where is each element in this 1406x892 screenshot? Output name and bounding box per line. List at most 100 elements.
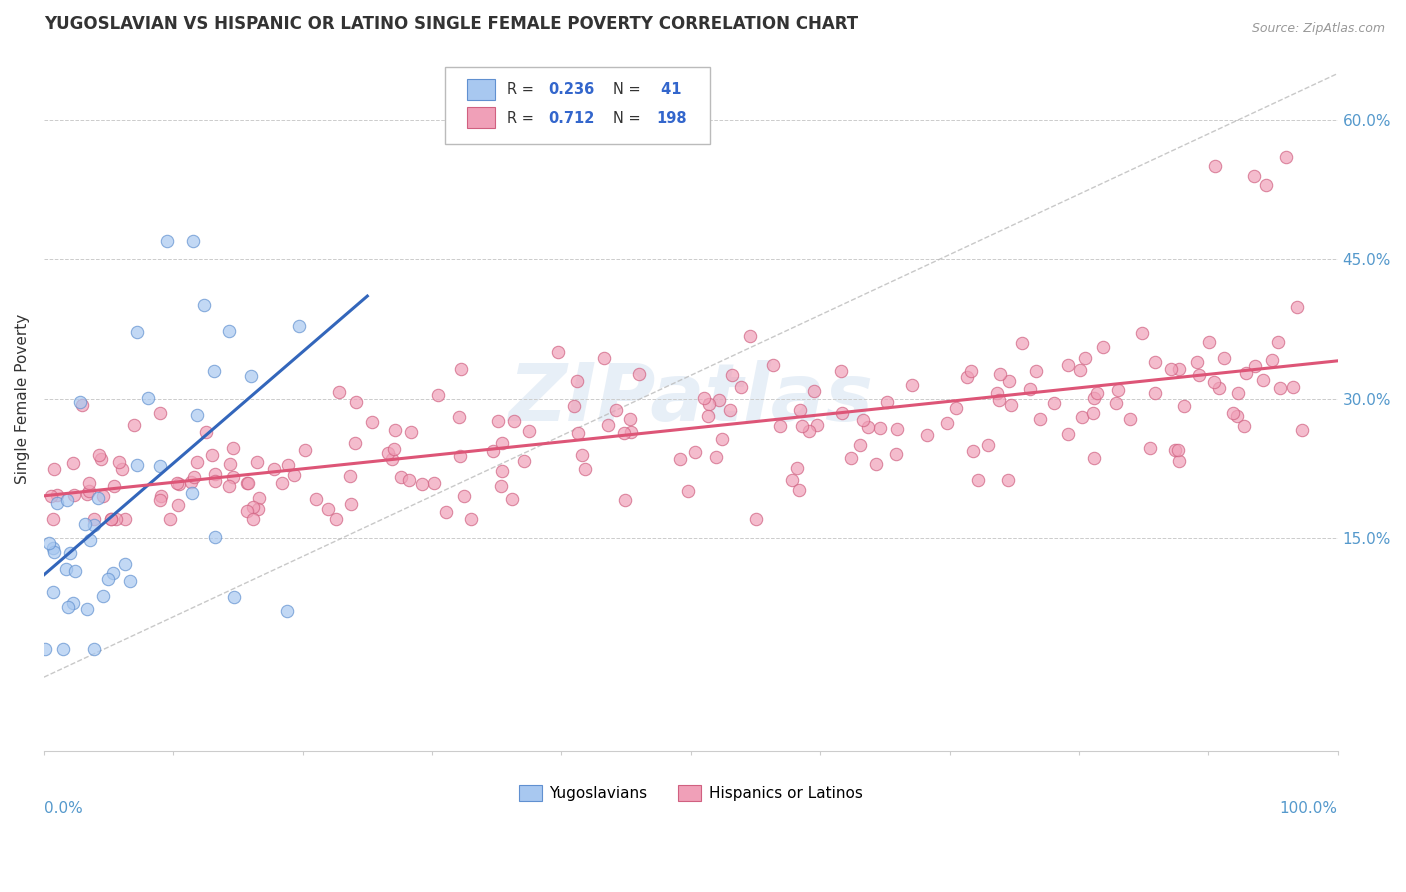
Point — [204, 467, 226, 481]
Point — [382, 442, 405, 456]
Point — [316, 501, 339, 516]
Point — [613, 426, 636, 441]
Point — [614, 492, 637, 507]
Point — [91, 589, 114, 603]
Point — [709, 393, 731, 408]
Point — [127, 458, 149, 473]
Legend: Yugoslavians, Hispanics or Latinos: Yugoslavians, Hispanics or Latinos — [513, 779, 869, 807]
Point — [988, 368, 1011, 382]
Point — [166, 475, 188, 490]
Point — [343, 436, 366, 450]
Point — [962, 443, 984, 458]
Point — [204, 475, 226, 489]
Text: 0.236: 0.236 — [548, 82, 595, 97]
Point — [1168, 454, 1191, 468]
Point — [76, 601, 98, 615]
Point — [1244, 359, 1267, 373]
Point — [328, 385, 350, 400]
Point — [55, 562, 77, 576]
Point — [44, 462, 66, 476]
Point — [384, 423, 406, 437]
Point — [1202, 376, 1225, 390]
FancyBboxPatch shape — [467, 78, 495, 100]
Point — [180, 475, 202, 489]
Point — [186, 409, 208, 423]
Text: 0.0%: 0.0% — [44, 801, 83, 816]
Point — [150, 489, 173, 503]
Point — [683, 444, 706, 458]
Point — [83, 512, 105, 526]
Point — [1168, 362, 1191, 376]
Point — [42, 541, 65, 556]
Y-axis label: Single Female Poverty: Single Female Poverty — [15, 313, 30, 483]
Point — [1198, 335, 1220, 350]
Point — [740, 329, 762, 343]
Point — [1243, 169, 1265, 183]
Point — [219, 457, 242, 471]
FancyBboxPatch shape — [467, 107, 495, 128]
Point — [547, 344, 569, 359]
Point — [1057, 358, 1080, 372]
Point — [202, 364, 225, 378]
Point — [562, 399, 585, 413]
Point — [977, 438, 1000, 452]
Point — [1074, 351, 1097, 365]
Text: 0.712: 0.712 — [548, 111, 595, 126]
Point — [1071, 409, 1094, 424]
Point — [669, 452, 692, 467]
Point — [159, 512, 181, 526]
Point — [1291, 423, 1313, 437]
Point — [339, 468, 361, 483]
Point — [238, 475, 260, 490]
Point — [325, 512, 347, 526]
Point — [62, 456, 84, 470]
Point — [73, 516, 96, 531]
Point — [100, 512, 122, 526]
Point — [1028, 412, 1050, 426]
Point — [105, 512, 128, 526]
Point — [377, 446, 399, 460]
Point — [450, 362, 472, 376]
Point — [42, 545, 65, 559]
Point — [620, 425, 643, 439]
Point — [856, 420, 879, 434]
Point — [242, 500, 264, 515]
Point — [762, 358, 785, 372]
Point — [360, 415, 382, 429]
Point — [1019, 382, 1042, 396]
Point — [69, 395, 91, 409]
Point — [222, 469, 245, 483]
Point — [945, 401, 967, 416]
Point — [426, 388, 449, 402]
Point — [389, 470, 412, 484]
Point — [271, 476, 294, 491]
Point — [803, 384, 825, 399]
Point — [222, 590, 245, 604]
Point — [59, 546, 82, 560]
Point — [574, 461, 596, 475]
Text: N =: N = — [613, 111, 645, 126]
Point — [125, 325, 148, 339]
Point — [39, 489, 62, 503]
Point — [42, 584, 65, 599]
Point — [988, 392, 1011, 407]
Point — [693, 392, 716, 406]
Point — [247, 501, 270, 516]
Point — [34, 642, 56, 657]
Point — [1085, 385, 1108, 400]
Point — [1173, 399, 1195, 413]
Point — [240, 369, 263, 384]
FancyBboxPatch shape — [444, 67, 710, 145]
Point — [503, 414, 526, 428]
Point — [839, 451, 862, 466]
Point — [1011, 335, 1033, 350]
Point — [181, 486, 204, 500]
Point — [90, 452, 112, 467]
Text: R =: R = — [508, 111, 538, 126]
Point — [482, 443, 505, 458]
Point — [118, 574, 141, 589]
Point — [1204, 160, 1226, 174]
Point — [77, 483, 100, 498]
Point — [76, 487, 98, 501]
Point — [181, 234, 204, 248]
